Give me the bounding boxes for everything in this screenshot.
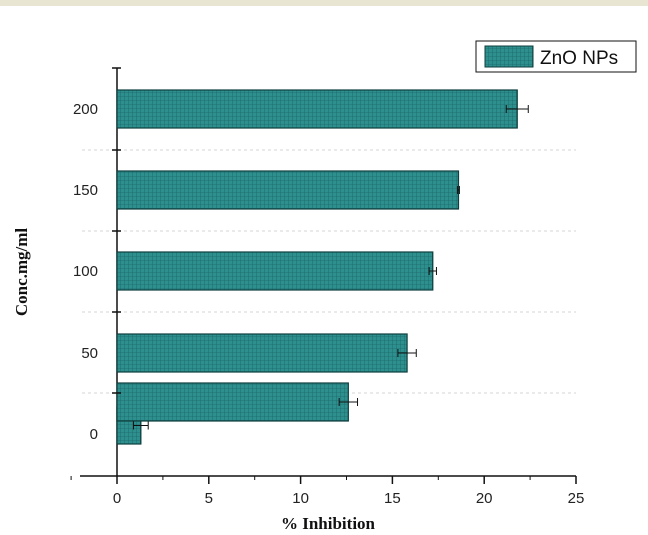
y-tick-label-0: 0 (90, 426, 98, 443)
bar-200-5 (116, 89, 518, 129)
x-tick-label-20: 20 (476, 490, 493, 507)
error-bar-3 (428, 267, 437, 275)
bar-50-2 (116, 333, 408, 373)
bar-unlabeled-1 (116, 382, 349, 422)
legend-label: ZnO NPs (540, 48, 618, 69)
y-tick-label-150: 150 (73, 182, 98, 199)
legend: ZnO NPs (475, 40, 637, 73)
error-bar-1 (338, 398, 359, 406)
bar-100-3 (116, 251, 434, 291)
x-tick-label-25: 25 (568, 490, 585, 507)
bar-150-4 (116, 170, 460, 210)
x-tick-label-0: 0 (113, 490, 121, 507)
x-axis-title: % Inhibition (281, 514, 376, 533)
legend-swatch (484, 45, 534, 68)
x-tick-label-15: 15 (384, 490, 401, 507)
y-tick-label-200: 200 (73, 101, 98, 118)
y-tick-label-50: 50 (81, 345, 98, 362)
error-bar-5 (505, 105, 529, 113)
error-bar-0 (133, 421, 149, 430)
bars (116, 89, 529, 445)
ticks: 0 50 100 150 200 0 5 10 15 20 25 (70, 67, 585, 507)
y-tick-label-100: 100 (73, 263, 98, 280)
x-tick-label-10: 10 (292, 490, 309, 507)
top-band (0, 0, 648, 6)
error-bar-2 (397, 349, 417, 357)
error-bar-4 (457, 186, 460, 194)
y-axis-title: Conc.mg/ml (12, 228, 31, 317)
x-tick-label-5: 5 (205, 490, 213, 507)
